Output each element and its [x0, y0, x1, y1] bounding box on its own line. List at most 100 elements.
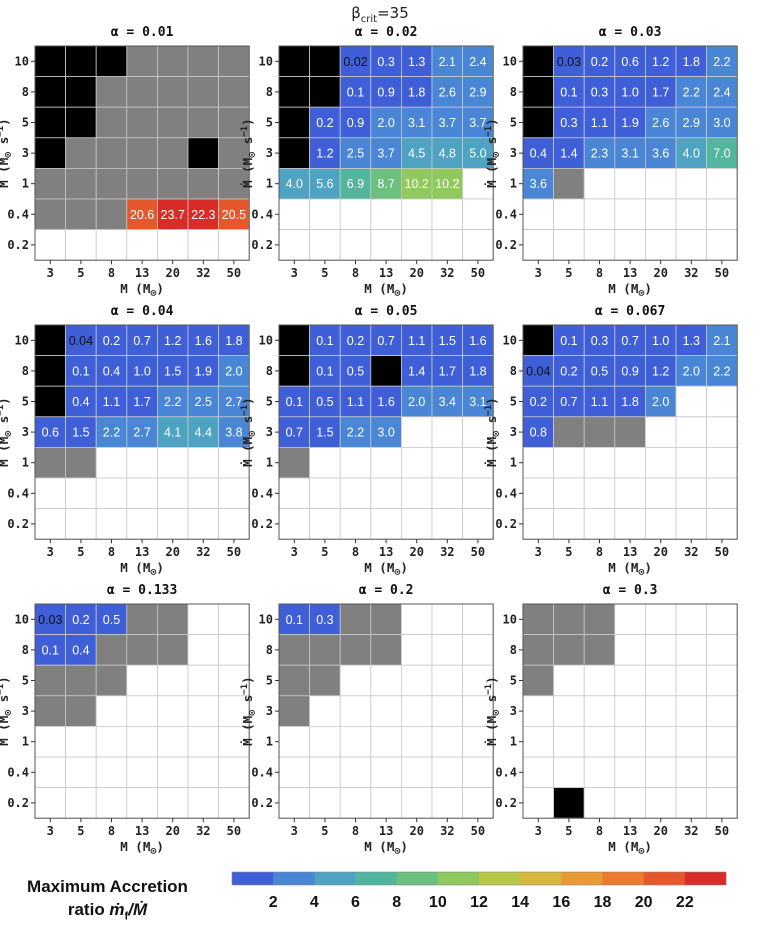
heatmap-cell [309, 229, 341, 261]
heatmap-cell [126, 76, 158, 108]
heatmap-cell [339, 355, 372, 387]
heatmap-cell [645, 137, 677, 169]
heatmap-cell [65, 416, 97, 448]
suptitle-beta: β [351, 4, 361, 22]
x-tick-label: 32 [684, 266, 698, 280]
heatmap-cell [645, 664, 677, 697]
y-axis-label-tail: s [0, 695, 11, 710]
y-axis-label-exponent: −1 [484, 405, 494, 416]
heatmap-cell [278, 508, 311, 540]
heatmap-cell [614, 508, 646, 540]
cell-value-label: 3.0 [713, 116, 730, 130]
heatmap-cell [95, 634, 128, 666]
x-axis-label-text: M (M [608, 560, 638, 575]
y-tick-label: 0.2 [7, 238, 29, 252]
heatmap-cell [126, 446, 158, 479]
x-tick-label: 5 [77, 545, 84, 559]
heatmap-cell [370, 446, 402, 479]
x-tick-label: 13 [623, 824, 637, 838]
cell-value-label: 2.1 [713, 334, 730, 348]
heatmap-cell [614, 106, 646, 139]
heatmap-cell [95, 416, 128, 448]
x-axis-label: M (M⊙) [364, 839, 408, 857]
cell-value-label: 3.7 [377, 147, 394, 161]
cell-value-label: 1.2 [652, 55, 669, 69]
heatmap-cell [553, 508, 585, 540]
heatmap-cell [675, 603, 708, 636]
heatmap-cell [156, 726, 189, 758]
heatmap-cell [278, 416, 311, 448]
heatmap-cell [431, 664, 464, 697]
heatmap-cell [339, 229, 372, 261]
heatmap-cell [522, 603, 555, 636]
heatmap-cell [706, 664, 738, 697]
cell-value-label: 2.2 [713, 364, 730, 378]
heatmap-cell [400, 477, 433, 510]
heatmap-cell [370, 416, 402, 448]
y-tick-label: 1 [266, 735, 273, 749]
heatmap-cell [218, 446, 250, 479]
heatmap-cell [431, 787, 464, 819]
cell-value-label: 0.02 [343, 55, 367, 69]
heatmap-cell [614, 416, 646, 448]
heatmap-cell [553, 76, 585, 108]
x-tick-label: 3 [535, 824, 542, 838]
x-tick-label: 3 [47, 545, 54, 559]
x-tick-label: 50 [715, 824, 729, 838]
heatmap-cell [614, 229, 646, 261]
panel-title-alpha: 0.3 [634, 583, 657, 598]
y-axis-label-sun-symbol: ⊙ [491, 152, 502, 158]
cell-value-label: 2.0 [652, 395, 669, 409]
heatmap-cell [645, 45, 677, 78]
x-axis-label-close: ) [400, 281, 408, 296]
heatmap-cell [583, 229, 616, 261]
heatmap-cell [65, 106, 97, 139]
heatmap-cell [278, 229, 311, 261]
y-axis-label-tail: s [484, 416, 499, 431]
heatmap-cell [278, 76, 311, 108]
cell-value-label: 2.7 [225, 395, 242, 409]
heatmap-cell [522, 446, 555, 479]
heatmap-cell [309, 324, 341, 357]
cell-value-label: 0.2 [347, 334, 364, 348]
x-tick-label: 3 [535, 545, 542, 559]
cell-value-label: 0.8 [530, 426, 547, 440]
heatmap-cell [706, 355, 738, 387]
colorbar-tick-label: 22 [676, 894, 694, 911]
heatmap-cell [126, 477, 158, 510]
heatmap-cell [522, 726, 555, 758]
heatmap-cell [645, 198, 677, 231]
heatmap-cell [187, 198, 220, 231]
heatmap-cell [370, 787, 402, 819]
x-axis-label-close: ) [644, 281, 652, 296]
heatmap-cell [95, 229, 128, 261]
y-tick-label: 8 [22, 85, 29, 99]
heatmap-cell [553, 355, 585, 387]
heatmap-cell [583, 45, 616, 78]
heatmap-cell [462, 385, 494, 418]
heatmap-cell [34, 508, 67, 540]
x-tick-label: 32 [440, 266, 454, 280]
y-axis-label-close: ) [0, 118, 11, 126]
x-axis-label: M (M⊙) [120, 839, 164, 857]
cell-value-label: 2.5 [347, 147, 364, 161]
cell-value-label: 2.0 [683, 364, 700, 378]
cell-value-label: 2.9 [683, 116, 700, 130]
cell-value-label: 2.0 [225, 364, 242, 378]
heatmap-cell [65, 508, 97, 540]
heatmap-cell [339, 603, 372, 636]
heatmap-cell [400, 446, 433, 479]
colorbar-tick-label: 4 [310, 894, 319, 911]
heatmap-cell [95, 756, 128, 789]
heatmap-cell [706, 229, 738, 261]
heatmap-cell [522, 106, 555, 139]
heatmap-cell [522, 45, 555, 78]
x-axis-label-text: M (M [120, 839, 150, 854]
cell-value-label: 2.1 [439, 55, 456, 69]
heatmap-cell [156, 634, 189, 666]
cell-value-label: 5.6 [316, 177, 333, 191]
heatmap-cell [65, 167, 97, 200]
y-tick-label: 0.2 [7, 517, 29, 531]
y-axis-label: Ṁ (M⊙ s−1) [0, 397, 14, 467]
heatmap-cell [583, 416, 616, 448]
